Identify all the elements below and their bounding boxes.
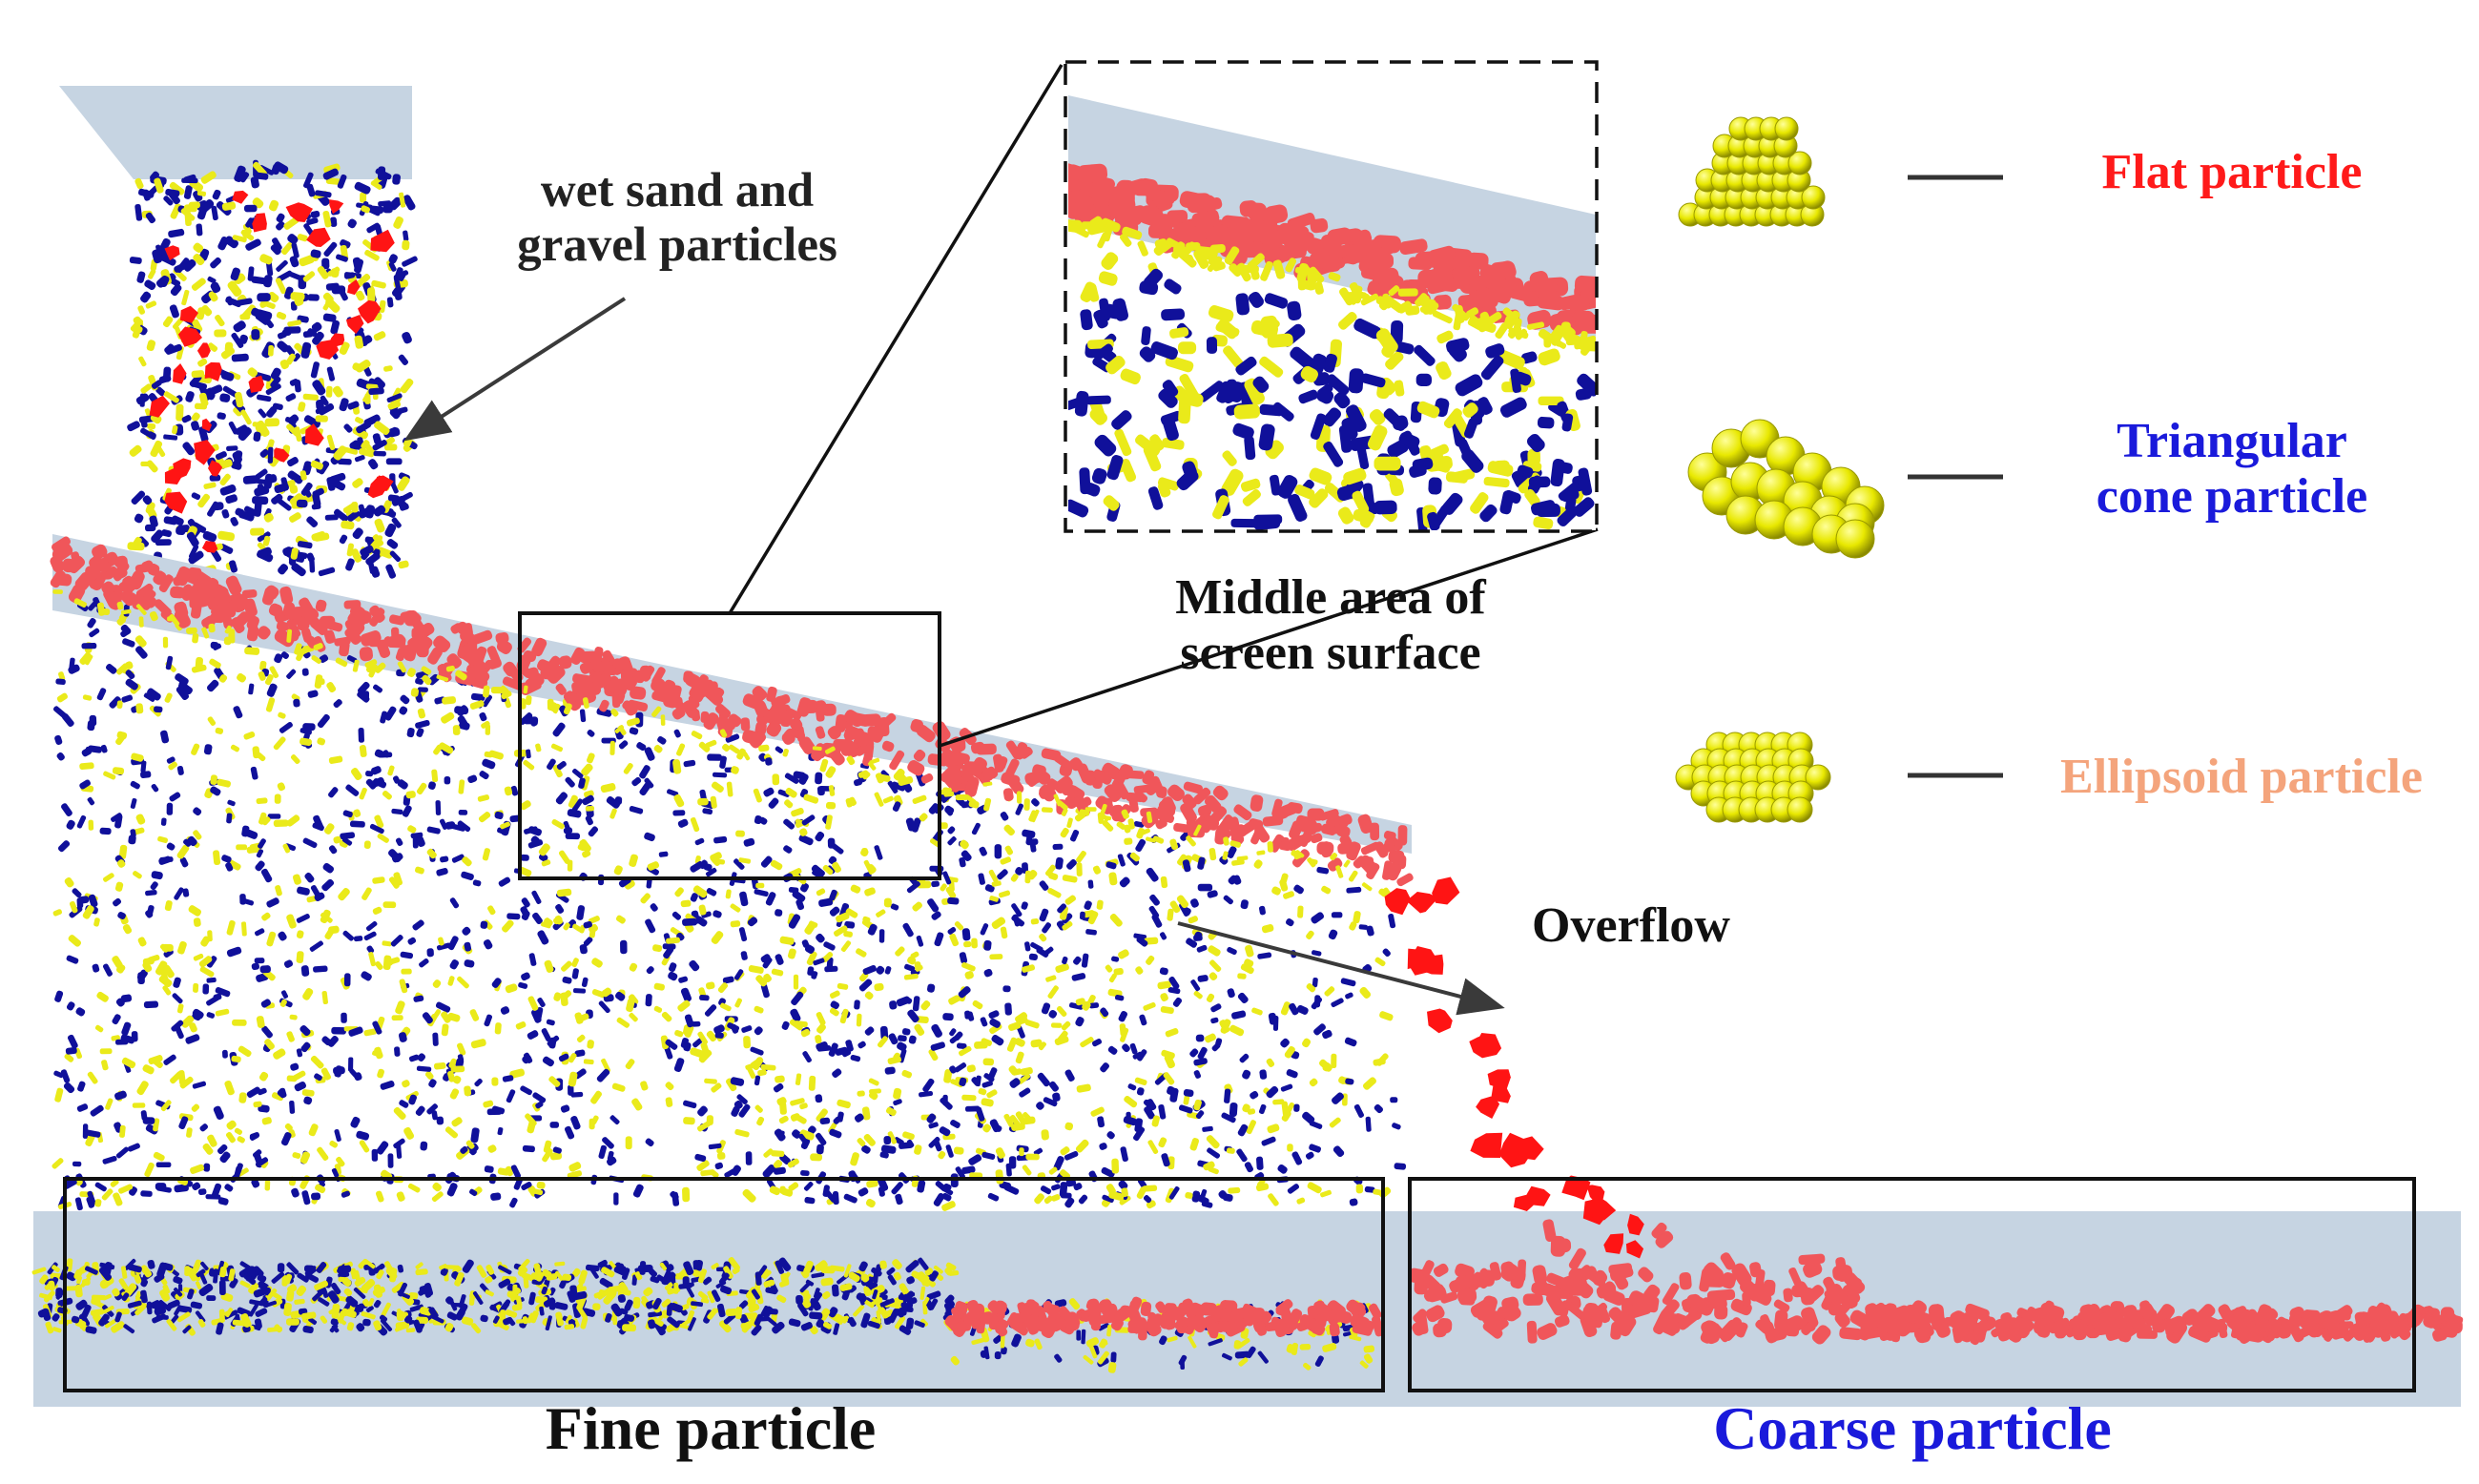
wet-sand-label-line2: gravel particles <box>517 218 837 273</box>
middle-area-label: Middle area of screen surface <box>1106 570 1555 681</box>
middle-area-label-line1: Middle area of <box>1175 570 1486 625</box>
legend-flat-label: Flat particle <box>2101 145 2363 199</box>
falling-fine-particles <box>52 596 1407 1211</box>
overflow-coarse-particles <box>1384 876 1826 1302</box>
middle-area-label-line2: screen surface <box>1180 626 1481 681</box>
inclined-screen-deck <box>52 534 1412 854</box>
legend-cone-label: Triangular cone particle <box>2070 414 2394 525</box>
zoom-connector-line <box>728 64 1064 614</box>
wet-sand-arrow <box>403 297 627 442</box>
fine-particle-label: Fine particle <box>545 1394 877 1462</box>
middle-area-inset <box>1068 65 1596 530</box>
fine-particle-bed <box>31 1256 1384 1373</box>
hopper-particle-column <box>127 159 418 579</box>
legend-cone-label-line1: Triangular <box>2117 414 2347 468</box>
overflow-label: Overflow <box>1532 898 1730 953</box>
inset-dashed-frame <box>1064 60 1599 533</box>
triangular-cone-particle-icon <box>1687 419 1885 559</box>
screen-surface-coarse-layer <box>50 536 1414 897</box>
coarse-particle-label: Coarse particle <box>1713 1394 2112 1462</box>
overflow-arrow <box>1177 921 1505 1016</box>
legend-ellipsoid-label: Ellipsoid particle <box>2060 750 2423 804</box>
flat-particle-icon <box>1678 116 1826 227</box>
ellipsoid-particle-icon <box>1675 732 1831 823</box>
feed-hopper <box>59 86 412 179</box>
wet-sand-label-line1: wet sand and <box>540 164 815 217</box>
wet-sand-label: wet sand and gravel particles <box>458 164 897 273</box>
zoom-connector-line <box>939 527 1599 748</box>
coarse-particle-bed <box>1408 1257 2464 1346</box>
legend-cone-label-line2: cone particle <box>2096 469 2368 525</box>
coarse-particle-box <box>1408 1177 2416 1392</box>
fine-particle-box <box>63 1177 1385 1392</box>
